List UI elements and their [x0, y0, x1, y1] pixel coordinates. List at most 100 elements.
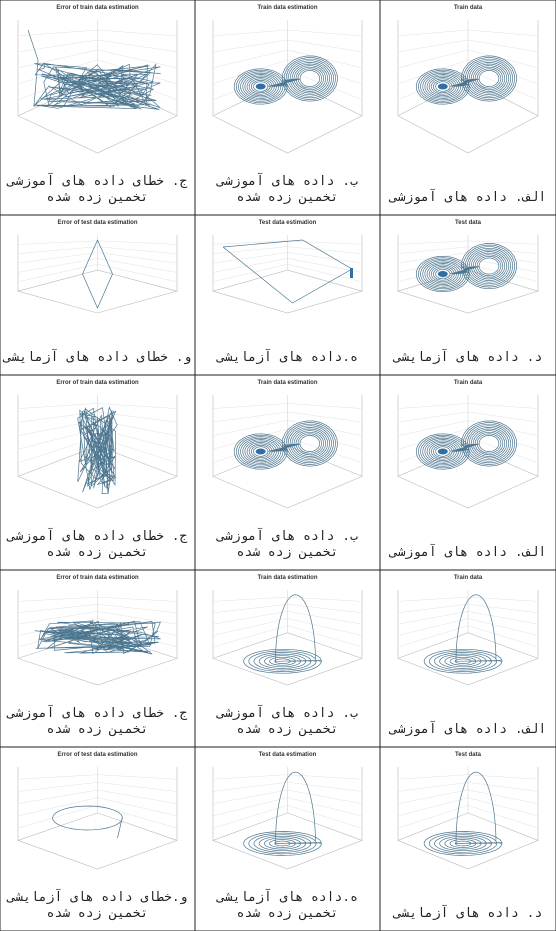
plot-curve — [53, 806, 123, 838]
caption: الف. داده های آموزشی — [389, 188, 546, 205]
grid-line — [288, 403, 363, 408]
panel: Test data estimationه.داده های آزمایشی — [195, 215, 380, 375]
grid-line — [18, 604, 98, 613]
panel: Train data estimationب. داده های آموزشیت… — [195, 375, 380, 570]
plot-core — [256, 449, 266, 455]
grid-line — [468, 60, 538, 84]
plot-curve — [416, 56, 516, 104]
grid-line — [398, 50, 468, 68]
grid-line — [288, 241, 363, 245]
grid-line — [98, 258, 178, 272]
grid-line — [288, 597, 363, 601]
plot-title: Train data — [454, 5, 483, 11]
grid-line — [468, 790, 538, 804]
plot-core — [350, 268, 353, 278]
grid-line — [288, 604, 363, 613]
caption: و.خطای داده های آزمایشی — [7, 888, 188, 905]
panel: Error of train data estimation ج. خطای دا… — [0, 570, 195, 747]
grid-line — [98, 604, 178, 613]
plot-title: Error of train data estimation — [56, 575, 139, 581]
grid-line — [398, 782, 468, 791]
plot-title: Test data — [455, 752, 482, 758]
grid-line — [98, 798, 178, 816]
caption: ج. خطای داده های آموزشی — [7, 172, 188, 189]
panel: Train data الف. داده های آموزشی — [380, 375, 556, 570]
caption: تخمین زده شده — [237, 190, 339, 205]
grid-line — [468, 775, 538, 780]
plot-curve — [424, 772, 502, 855]
grid-line — [98, 253, 178, 264]
grid-line — [98, 241, 178, 245]
grid-line — [213, 619, 288, 636]
grid-line — [468, 40, 538, 52]
caption: تخمین زده شده — [237, 906, 339, 921]
grid-line — [18, 798, 98, 816]
grid-line — [98, 40, 178, 52]
panel: Error of test data estimation و. خطای داد… — [0, 215, 195, 375]
grid-line — [18, 782, 98, 791]
grid-line — [468, 611, 538, 624]
caption: الف. داده های آموزشی — [389, 543, 546, 560]
grid-line — [18, 241, 98, 245]
grid-line — [468, 619, 538, 636]
panel: Train data الف. داده های آموزشی — [380, 0, 556, 215]
plot-title: Train data — [454, 575, 483, 581]
grid-line — [18, 775, 98, 780]
plot-title: Train data estimation — [257, 575, 317, 581]
grid-line — [213, 253, 288, 264]
caption: تخمین زده شده — [47, 190, 149, 205]
grid-line — [213, 403, 288, 408]
grid-line — [98, 30, 178, 36]
caption: ج. خطای داده های آموزشی — [7, 704, 188, 721]
panel: Train data estimationب. داده های آموزشیت… — [195, 0, 380, 215]
grid-line — [398, 40, 468, 52]
grid-line — [468, 798, 538, 816]
plot-title: Error of test data estimation — [57, 752, 137, 758]
grid-line — [18, 247, 98, 254]
grid-line — [398, 420, 468, 435]
caption: ه.داده های آزمایشی — [216, 348, 358, 365]
grid-line — [213, 40, 288, 52]
grid-line — [213, 604, 288, 613]
grid-line — [213, 775, 288, 780]
plot-title: Error of train data estimation — [56, 380, 139, 386]
caption: تخمین زده شده — [47, 906, 149, 921]
plot-curve — [28, 30, 161, 110]
caption: د. داده های آزمایشی — [393, 348, 543, 365]
grid-line — [213, 50, 288, 68]
grid-line — [398, 775, 468, 780]
grid-line — [18, 40, 98, 52]
grid-line — [288, 611, 363, 624]
grid-line — [398, 241, 468, 245]
grid-line — [398, 247, 468, 254]
plot-core — [256, 84, 266, 90]
plot-title: Error of test data estimation — [57, 220, 137, 226]
grid-line — [213, 790, 288, 804]
panel: Train data estimationب. داده های آموزشیت… — [195, 570, 380, 747]
caption: الف. داده های آموزشی — [389, 720, 546, 737]
grid-line — [468, 403, 538, 408]
caption: و. خطای داده های آزمایشی — [3, 348, 192, 365]
grid-line — [288, 798, 363, 816]
caption: ب. داده های آموزشی — [216, 527, 358, 544]
grid-line — [213, 412, 288, 422]
grid-line — [398, 30, 468, 36]
grid-line — [98, 611, 178, 624]
plot-curve — [234, 56, 337, 104]
grid-line — [468, 412, 538, 422]
plot-title: Test data — [455, 220, 482, 226]
grid-line — [98, 775, 178, 780]
plot-title: Train data — [454, 380, 483, 386]
grid-line — [398, 619, 468, 636]
plot-title: Train data estimation — [257, 5, 317, 11]
grid-line — [398, 412, 468, 422]
grid-line — [213, 798, 288, 816]
grid-line — [98, 597, 178, 601]
grid-line — [288, 790, 363, 804]
caption: تخمین زده شده — [237, 545, 339, 560]
panel: Error of test data estimation و.خطای داده… — [0, 747, 195, 931]
grid-line — [398, 798, 468, 816]
grid-line — [288, 253, 363, 264]
